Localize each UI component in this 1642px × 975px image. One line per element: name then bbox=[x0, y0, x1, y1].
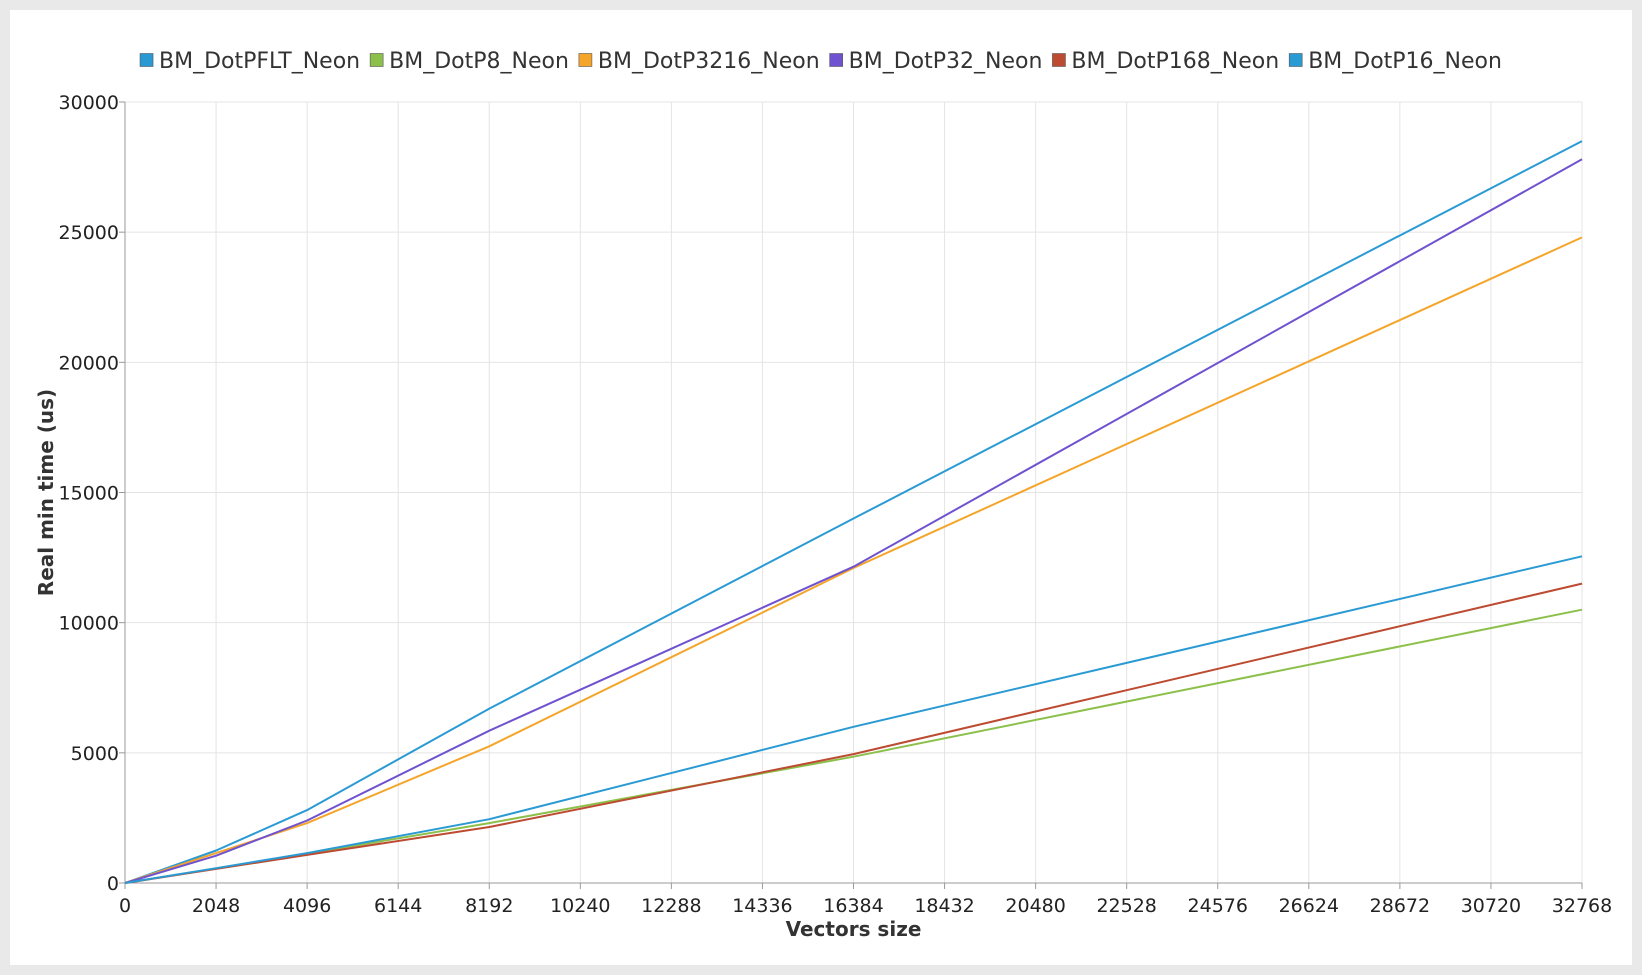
y-tick-label: 20000 bbox=[59, 352, 119, 374]
series-lines bbox=[124, 140, 1583, 884]
legend-item: BM_DotP168_Neon bbox=[1052, 49, 1279, 74]
legend-item: BM_DotP16_Neon bbox=[1288, 49, 1502, 74]
x-tick-label: 30720 bbox=[1461, 895, 1521, 917]
y-tick-label: 30000 bbox=[59, 92, 119, 114]
x-tick-label: 12288 bbox=[641, 895, 701, 917]
legend-item: BM_DotP8_Neon bbox=[369, 49, 569, 74]
legend-swatch bbox=[578, 53, 593, 67]
legend: BM_DotPFLT_Neon BM_DotP8_Neon BM_DotP3216_… bbox=[139, 49, 1502, 74]
series-line-BM_DotP16_Neon bbox=[124, 555, 1583, 884]
y-tick-label: 25000 bbox=[59, 222, 119, 244]
legend-label: BM_DotP168_Neon bbox=[1071, 49, 1279, 74]
legend-label: BM_DotP8_Neon bbox=[389, 49, 569, 74]
x-tick-label: 28672 bbox=[1370, 895, 1430, 917]
x-tick-label: 32768 bbox=[1552, 895, 1612, 917]
grid bbox=[125, 101, 1583, 883]
x-tick-label: 20480 bbox=[1005, 895, 1065, 917]
x-tick-label: 18432 bbox=[914, 895, 974, 917]
legend-item: BM_DotPFLT_Neon bbox=[139, 49, 360, 74]
legend-label: BM_DotPFLT_Neon bbox=[159, 49, 360, 74]
x-tick-label: 6144 bbox=[374, 895, 422, 917]
legend-item: BM_DotP32_Neon bbox=[829, 49, 1043, 74]
legend-swatch bbox=[1052, 53, 1066, 67]
x-axis-title: Vectors size bbox=[786, 917, 922, 941]
x-tick-label: 22528 bbox=[1096, 895, 1156, 917]
legend-item: BM_DotP3216_Neon bbox=[578, 49, 820, 74]
x-tick-labels: 0 2048 4096 6144 8192 10240 12288 14336 16384 184… bbox=[119, 895, 1612, 917]
x-tick-label: 8192 bbox=[465, 895, 513, 917]
x-tick-label: 26624 bbox=[1279, 895, 1339, 917]
series-line-BM_DotP32_Neon bbox=[124, 158, 1583, 884]
x-tick-label: 14336 bbox=[732, 895, 792, 917]
legend-label: BM_DotP3216_Neon bbox=[598, 49, 820, 74]
x-tick-label: 24576 bbox=[1188, 895, 1248, 917]
series-line-BM_DotPFLT_Neon bbox=[124, 140, 1583, 884]
y-axis-title: Real min time (us) bbox=[34, 389, 58, 596]
x-tick-label: 16384 bbox=[823, 895, 883, 917]
y-tick-label: 5000 bbox=[71, 743, 119, 765]
x-tick-label: 2048 bbox=[192, 895, 240, 917]
axes bbox=[119, 101, 1583, 889]
y-tick-label: 15000 bbox=[59, 483, 119, 505]
chart-panel bbox=[10, 10, 1632, 965]
legend-swatch bbox=[1288, 53, 1303, 67]
y-tick-label: 10000 bbox=[59, 613, 119, 635]
x-tick-label: 10240 bbox=[550, 895, 610, 917]
legend-label: BM_DotP32_Neon bbox=[849, 49, 1043, 74]
legend-swatch bbox=[829, 53, 843, 67]
series-line-BM_DotP3216_Neon bbox=[124, 236, 1583, 884]
y-tick-labels: 0 5000 10000 15000 20000 25000 30000 bbox=[59, 92, 119, 895]
x-tick-label: 0 bbox=[119, 895, 131, 917]
x-tick-label: 4096 bbox=[283, 895, 331, 917]
legend-label: BM_DotP16_Neon bbox=[1308, 49, 1502, 74]
legend-swatch bbox=[369, 53, 384, 67]
y-tick-label: 0 bbox=[107, 873, 119, 895]
legend-swatch bbox=[139, 53, 154, 67]
